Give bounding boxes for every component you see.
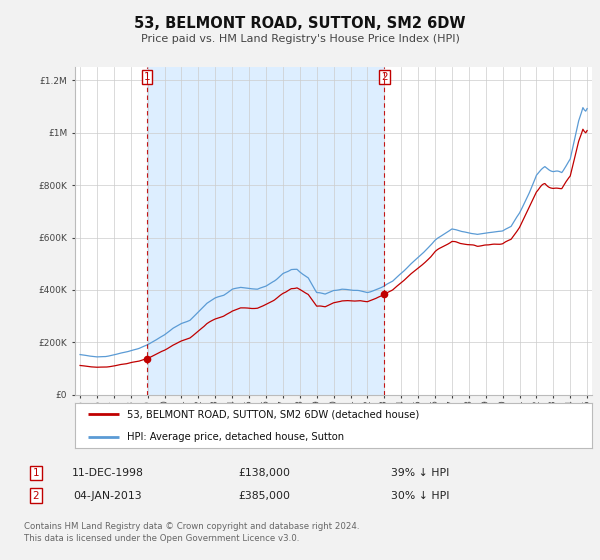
Text: 11-DEC-1998: 11-DEC-1998 xyxy=(72,468,144,478)
Text: Price paid vs. HM Land Registry's House Price Index (HPI): Price paid vs. HM Land Registry's House … xyxy=(140,34,460,44)
Text: £385,000: £385,000 xyxy=(238,491,290,501)
Text: 04-JAN-2013: 04-JAN-2013 xyxy=(74,491,142,501)
Text: 2: 2 xyxy=(32,491,40,501)
Text: £138,000: £138,000 xyxy=(238,468,290,478)
Text: HPI: Average price, detached house, Sutton: HPI: Average price, detached house, Sutt… xyxy=(127,432,344,442)
Text: 30% ↓ HPI: 30% ↓ HPI xyxy=(391,491,449,501)
Bar xyxy=(147,67,385,395)
Text: 1: 1 xyxy=(143,72,150,82)
Text: 1: 1 xyxy=(32,468,40,478)
Text: 39% ↓ HPI: 39% ↓ HPI xyxy=(391,468,449,478)
Text: 53, BELMONT ROAD, SUTTON, SM2 6DW: 53, BELMONT ROAD, SUTTON, SM2 6DW xyxy=(134,16,466,31)
Text: 2: 2 xyxy=(381,72,388,82)
Text: 53, BELMONT ROAD, SUTTON, SM2 6DW (detached house): 53, BELMONT ROAD, SUTTON, SM2 6DW (detac… xyxy=(127,409,419,419)
Text: Contains HM Land Registry data © Crown copyright and database right 2024.
This d: Contains HM Land Registry data © Crown c… xyxy=(24,522,359,543)
